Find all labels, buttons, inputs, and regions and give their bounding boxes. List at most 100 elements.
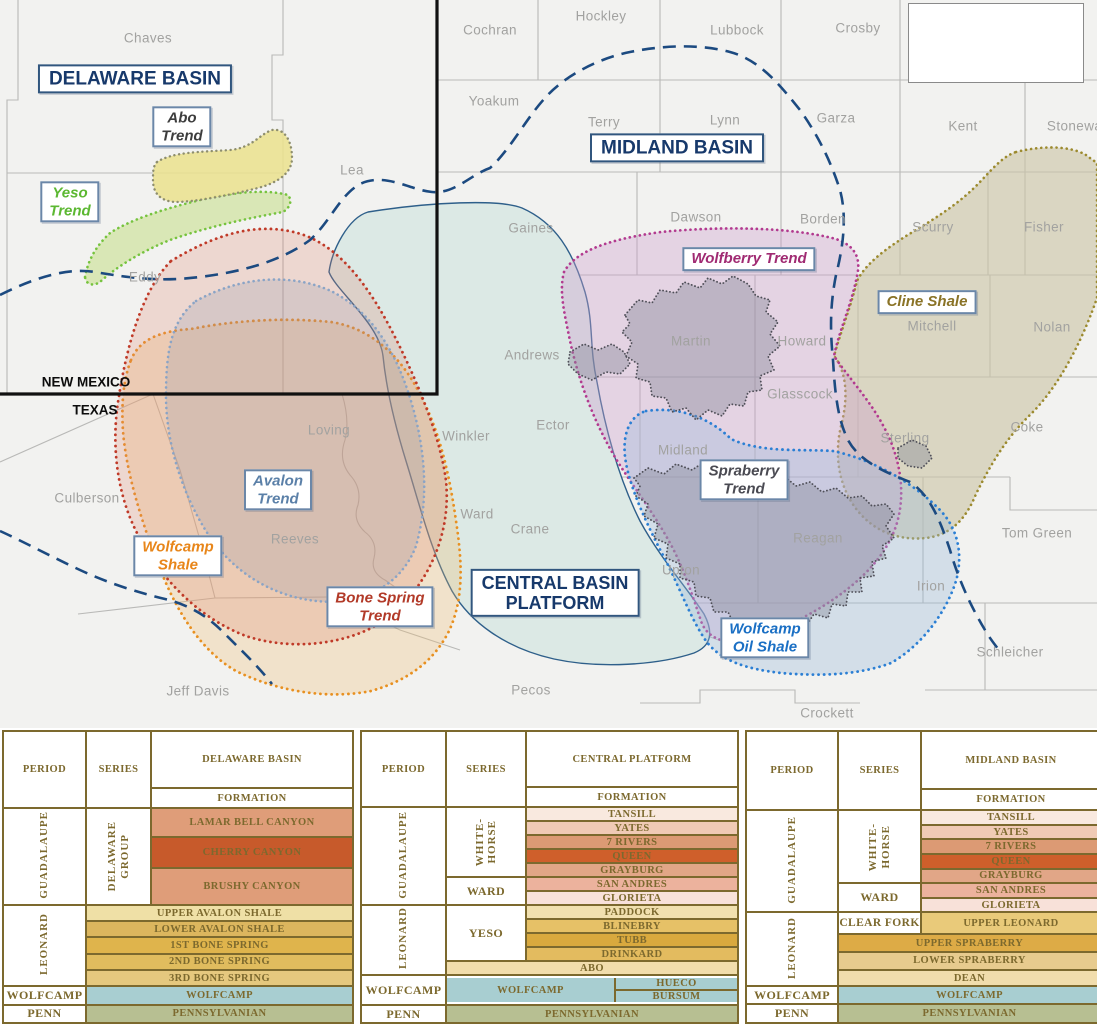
central-period-header: PERIOD [360,730,447,808]
wolfcamp-shale-line2: Shale [157,556,199,573]
region-central-basin-platform [328,201,711,666]
spraberry-line2: Trend [723,480,765,497]
formation-pennsylvanian-central: PENNSYLVANIAN [445,1004,739,1024]
delaware-period-wolfcamp: WOLFCAMP [2,985,87,1006]
region-wolfberry-trend [560,227,903,643]
table-midland-basin: PERIOD SERIES MIDLAND BASIN FORMATION GU… [745,729,1097,1024]
table-central-platform: PERIOD SERIES CENTRAL PLATFORM FORMATION… [360,730,739,1024]
county-label-coke: Coke [1010,419,1044,435]
formation-tansill-central: TANSILL [525,806,739,822]
county-label-tom-green: Tom Green [1001,525,1073,541]
county-label-andrews: Andrews [504,347,560,363]
formation-lamar-bell-canyon: LAMAR BELL CANYON [150,807,354,838]
formation-lower-avalon-shale: LOWER AVALON SHALE [85,920,354,939]
formation-tubb: TUBB [525,932,739,948]
county-label-culberson: Culberson [54,490,120,506]
formation-queen-central: QUEEN [525,848,739,864]
label-central-basin-platform: CENTRAL BASIN PLATFORM [470,568,640,618]
county-label-yoakum: Yoakum [468,93,520,109]
midland-period-header: PERIOD [745,729,839,812]
delaware-formation-header: FORMATION [150,786,354,810]
delaware-period-leonard: LEONARD [2,903,87,988]
county-label-midland: Midland [657,442,709,458]
region-avalon-trend [164,278,426,604]
formation-yates-central: YATES [525,820,739,836]
region-spraberry-trend [567,274,934,634]
wolfcamp-oil-shale-line2: Oil Shale [732,638,798,655]
county-label-fisher: Fisher [1024,219,1064,235]
county-label-lynn: Lynn [709,112,741,128]
county-label-ward: Ward [460,506,494,522]
formation-drinkard: DRINKARD [525,946,739,962]
formation-yates-midland: YATES [920,823,1097,841]
midland-period-penn: PENN [745,1003,839,1024]
county-label-glasscock: Glasscock [767,386,833,402]
county-label-lea: Lea [340,162,364,178]
midland-series-whitehorse: WHITE- HORSE [837,809,922,885]
formation-7-rivers-central: 7 RIVERS [525,834,739,850]
label-wolfcamp-shale: Wolfcamp Shale [133,535,223,577]
table-delaware-basin: PERIOD SERIES DELAWARE BASIN FORMATION G… [2,729,354,1025]
county-label-schleicher: Schleicher [976,644,1044,660]
county-label-crockett: Crockett [800,705,854,721]
midland-basin-text: MIDLAND BASIN [601,137,753,159]
formation-upper-leonard: UPPER LEONARD [920,911,1097,936]
cline-line1: Cline Shale [886,293,968,311]
central-period-leonard: LEONARD [360,904,447,976]
county-label-upton: Upton [661,562,701,578]
central-basin-line2: PLATFORM [505,593,605,613]
central-series-whitehorse: WHITE- HORSE [445,806,527,878]
abo-line1: Abo [167,109,197,127]
formation-3rd-bone-spring: 3RD BONE SPRING [85,968,354,988]
county-label-howard: Howard [777,333,827,349]
label-bone-spring-trend: Bone Spring Trend [326,586,434,628]
county-label-reagan: Reagan [793,530,843,546]
wolfberry-line1: Wolfberry Trend [691,250,807,268]
state-border-line [0,0,439,396]
formation-lower-spraberry: LOWER SPRABERRY [837,951,1097,971]
central-basin-line1: CENTRAL BASIN [481,572,629,593]
formation-brushy-canyon: BRUSHY CANYON [150,867,354,906]
formation-wolfcamp-central: WOLFCAMP [448,978,614,1002]
label-midland-basin: MIDLAND BASIN [590,133,764,163]
central-series-ward: WARD [445,876,527,906]
formation-grayburg-central: GRAYBURG [525,862,739,878]
formation-cherry-canyon: CHERRY CANYON [150,835,354,870]
bone-spring-line1: Bone Spring [335,589,425,607]
county-label-martin: Martin [671,333,711,349]
central-title: CENTRAL PLATFORM [525,730,739,788]
wolfcamp-hueco-bursum-group: WOLFCAMP HUECO BURSUM [448,978,736,1002]
delaware-series-delaware-group: DELAWARE GROUP [85,807,152,906]
central-series-yeso: YESO [445,904,527,962]
county-label-reeves: Reeves [270,531,320,547]
formation-pennsylvanian-delaware: PENNSYLVANIAN [85,1003,354,1025]
legend-box [908,3,1084,83]
region-abo-trend [151,128,294,204]
midland-series-clear-fork: CLEAR FORK [837,911,922,936]
state-label-texas: TEXAS [72,402,118,418]
formation-wolfcamp-midland: WOLFCAMP [837,985,1097,1006]
county-label-pecos: Pecos [511,682,551,698]
yeso-line1: Yeso [52,184,88,202]
county-label-chaves: Chaves [123,30,173,46]
county-label-stonewall: Stonewall [1046,118,1097,134]
formation-glorieta-central: GLORIETA [525,890,739,906]
central-period-penn: PENN [360,1004,447,1024]
central-period-guadalupe: GUADALAUPE [360,806,447,906]
county-label-dawson: Dawson [670,209,722,225]
region-yeso-trend [83,190,292,286]
label-cline-shale: Cline Shale [877,290,977,314]
midland-series-ward: WARD [837,882,922,914]
midland-period-wolfcamp: WOLFCAMP [745,985,839,1006]
label-wolfcamp-oil-shale: Wolfcamp Oil Shale [720,617,810,659]
formation-wolfcamp-delaware: WOLFCAMP [85,985,354,1006]
county-label-nolan: Nolan [1033,319,1071,335]
delaware-period-header: PERIOD [2,729,87,810]
formation-bursum: BURSUM [615,991,736,1002]
formation-blinebry: BLINEBRY [525,918,739,934]
permian-basin-map: DELAWARE BASIN MIDLAND BASIN CENTRAL BAS… [0,0,1097,728]
midland-title: MIDLAND BASIN [920,729,1097,791]
delaware-series-header: SERIES [85,729,152,810]
county-label-irion: Irion [916,578,946,594]
formation-san-andres-midland: SAN ANDRES [920,882,1097,899]
